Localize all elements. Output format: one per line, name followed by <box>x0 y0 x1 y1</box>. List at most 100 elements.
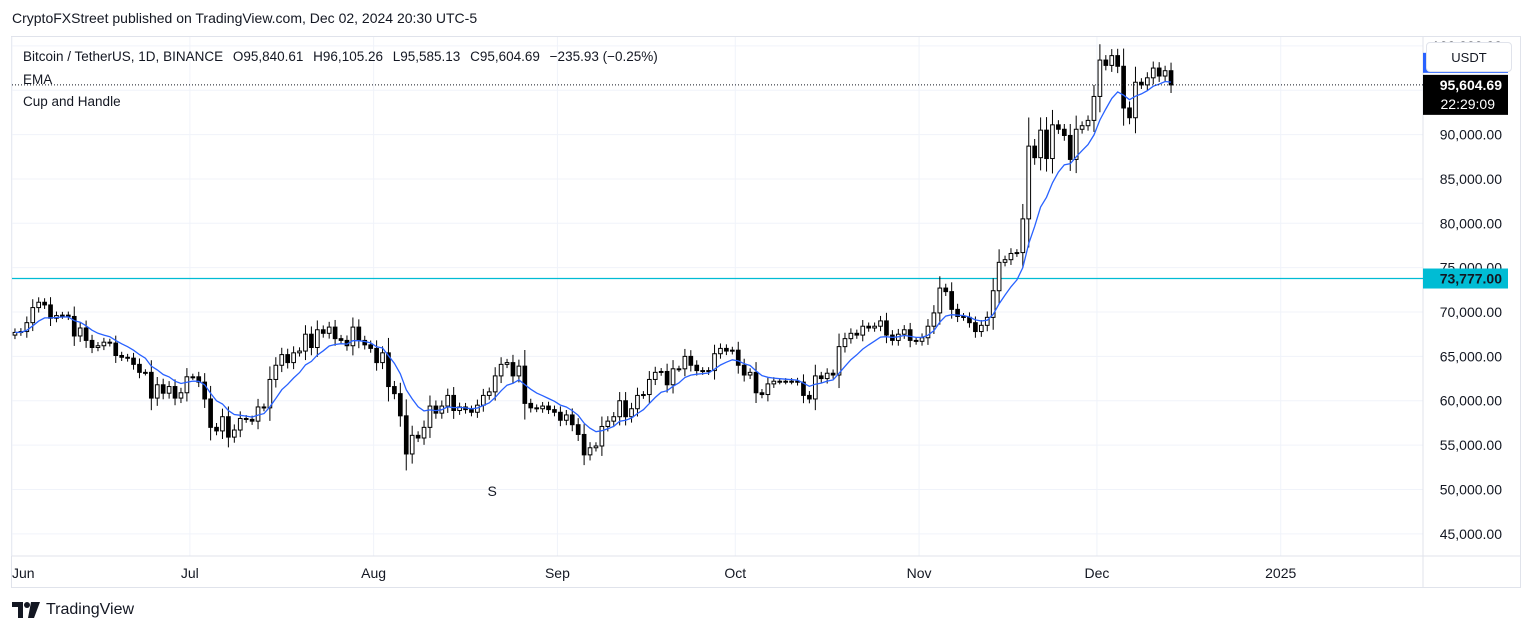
candle-body[interactable] <box>741 364 747 376</box>
candle-body[interactable] <box>409 434 415 455</box>
candle-body[interactable] <box>735 349 741 366</box>
candle-body[interactable] <box>1008 252 1014 261</box>
candle-body[interactable] <box>1133 81 1138 119</box>
candle-body[interactable] <box>747 371 753 376</box>
candle-body[interactable] <box>1156 67 1162 77</box>
candle-body[interactable] <box>1073 128 1079 160</box>
candle-body[interactable] <box>990 290 996 318</box>
candle-body[interactable] <box>469 409 474 413</box>
tradingview-brand[interactable]: TradingView <box>12 601 134 619</box>
candle-body[interactable] <box>937 287 943 314</box>
candle-body[interactable] <box>36 301 42 309</box>
candle-body[interactable] <box>190 376 196 379</box>
candle-body[interactable] <box>231 429 237 438</box>
candle-body[interactable] <box>445 394 451 407</box>
candle-body[interactable] <box>214 426 219 432</box>
candle-body[interactable] <box>1162 70 1168 77</box>
candle-body[interactable] <box>1085 119 1091 127</box>
candle-body[interactable] <box>243 417 249 420</box>
candle-body[interactable] <box>101 341 107 347</box>
candle-body[interactable] <box>913 339 919 342</box>
candle-body[interactable] <box>267 378 273 409</box>
candle-body[interactable] <box>575 424 581 435</box>
candle-body[interactable] <box>166 386 172 394</box>
candle-body[interactable] <box>718 347 723 355</box>
candle-body[interactable] <box>362 339 368 346</box>
candle-body[interactable] <box>558 411 563 421</box>
candle-body[interactable] <box>943 287 949 293</box>
candle-body[interactable] <box>1127 107 1132 119</box>
candle-body[interactable] <box>208 398 213 428</box>
candle-body[interactable] <box>694 364 700 372</box>
candle-body[interactable] <box>326 326 332 334</box>
candle-body[interactable] <box>427 405 433 428</box>
candle-body[interactable] <box>42 301 47 306</box>
candle-body[interactable] <box>184 376 190 394</box>
candle-body[interactable] <box>925 325 931 339</box>
candle-body[interactable] <box>783 380 789 383</box>
candle-body[interactable] <box>368 344 374 349</box>
candle-body[interactable] <box>392 386 397 395</box>
candle-body[interactable] <box>71 315 77 337</box>
candle-body[interactable] <box>486 391 492 396</box>
candle-body[interactable] <box>664 370 670 386</box>
candle-body[interactable] <box>676 368 682 371</box>
candle-body[interactable] <box>1050 124 1055 160</box>
candle-body[interactable] <box>386 352 391 388</box>
candle-body[interactable] <box>777 380 783 383</box>
candle-body[interactable] <box>641 394 646 397</box>
candle-body[interactable] <box>433 405 439 414</box>
currency-button[interactable]: USDT <box>1426 42 1512 72</box>
candle-body[interactable] <box>397 393 403 417</box>
candle-body[interactable] <box>249 418 255 422</box>
candle-body[interactable] <box>107 341 113 344</box>
candle-body[interactable] <box>309 333 314 349</box>
candle-body[interactable] <box>907 329 913 341</box>
candle-body[interactable] <box>878 320 883 327</box>
candle-body[interactable] <box>546 405 551 411</box>
candle-body[interactable] <box>872 325 877 329</box>
candle-body[interactable] <box>421 426 427 439</box>
candle-body[interactable] <box>635 394 640 410</box>
candle-body[interactable] <box>1150 67 1156 79</box>
candle-body[interactable] <box>581 433 587 456</box>
candle-body[interactable] <box>860 325 866 336</box>
candle-body[interactable] <box>480 394 486 406</box>
candle-body[interactable] <box>629 408 634 418</box>
candle-body[interactable] <box>1091 95 1097 121</box>
candle-body[interactable] <box>172 386 178 399</box>
candle-body[interactable] <box>1109 55 1115 66</box>
candle-body[interactable] <box>261 406 267 409</box>
candle-body[interactable] <box>1168 70 1174 86</box>
candle-body[interactable] <box>884 320 889 336</box>
candle-body[interactable] <box>593 445 599 449</box>
candle-body[interactable] <box>623 400 628 418</box>
candle-body[interactable] <box>504 362 510 365</box>
candle-body[interactable] <box>919 337 925 342</box>
candle-body[interactable] <box>60 314 65 317</box>
candle-body[interactable] <box>510 362 516 377</box>
candle-body[interactable] <box>812 375 818 400</box>
candle-body[interactable] <box>237 417 243 431</box>
candle-body[interactable] <box>338 338 344 341</box>
candle-body[interactable] <box>350 326 356 347</box>
candle-body[interactable] <box>48 304 53 319</box>
candle-body[interactable] <box>1139 81 1144 86</box>
candle-body[interactable] <box>1097 59 1103 97</box>
candle-body[interactable] <box>160 384 166 394</box>
candle-body[interactable] <box>83 327 89 341</box>
candle-body[interactable] <box>303 333 308 352</box>
candle-body[interactable] <box>154 384 160 399</box>
candle-body[interactable] <box>759 392 765 396</box>
candle-body[interactable] <box>1032 145 1038 159</box>
candle-body[interactable] <box>498 363 504 377</box>
candle-body[interactable] <box>973 322 978 333</box>
candle-body[interactable] <box>356 326 362 341</box>
candle-body[interactable] <box>1115 55 1121 67</box>
candle-body[interactable] <box>374 347 379 364</box>
candle-body[interactable] <box>30 307 36 324</box>
candle-body[interactable] <box>961 315 966 318</box>
candle-body[interactable] <box>148 371 154 399</box>
candle-body[interactable] <box>255 406 261 422</box>
